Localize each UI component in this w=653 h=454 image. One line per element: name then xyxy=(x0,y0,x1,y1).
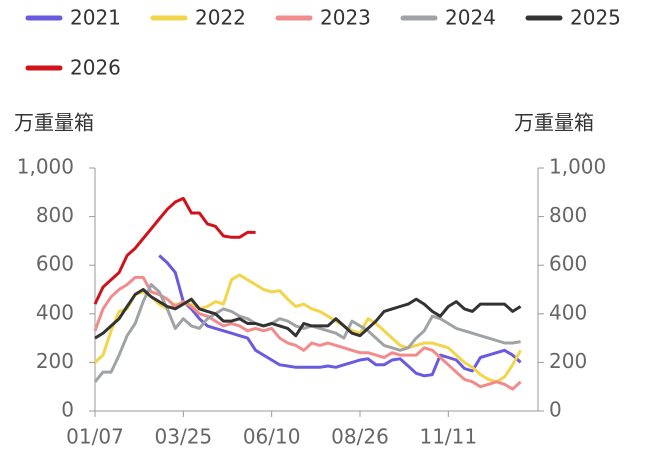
legend-label: 2026 xyxy=(70,56,121,80)
x-tick-label: 06/10 xyxy=(243,425,301,449)
y-tick-label: 0 xyxy=(61,398,74,422)
y-tick-label: 800 xyxy=(36,203,74,227)
series-line xyxy=(93,275,522,391)
x-tick-label: 01/07 xyxy=(66,425,124,449)
y-tick-label: 600 xyxy=(36,252,74,276)
series-line xyxy=(158,254,522,378)
legend-label: 2022 xyxy=(195,6,246,30)
series-line xyxy=(93,196,256,305)
y2-tick-label: 400 xyxy=(549,300,587,324)
series-line xyxy=(94,288,522,340)
y2-tick-label: 1,000 xyxy=(549,155,606,179)
y2-tick-label: 800 xyxy=(549,203,587,227)
y-tick-label: 200 xyxy=(36,349,74,373)
y2-tick-label: 0 xyxy=(549,398,562,422)
legend-label: 2024 xyxy=(445,6,496,30)
legend-label: 2025 xyxy=(570,6,621,30)
legend-label: 2021 xyxy=(70,6,121,30)
y2-tick-label: 200 xyxy=(549,349,587,373)
legend-label: 2023 xyxy=(320,6,371,30)
y-tick-label: 400 xyxy=(36,300,74,324)
y-axis-label: 万重量箱 xyxy=(14,111,94,135)
y2-axis-label: 万重量箱 xyxy=(514,111,594,135)
x-tick-label: 03/25 xyxy=(155,425,213,449)
y2-tick-label: 600 xyxy=(549,252,587,276)
y-tick-label: 1,000 xyxy=(17,155,74,179)
x-tick-label: 08/26 xyxy=(331,425,389,449)
x-tick-label: 11/11 xyxy=(419,425,477,449)
